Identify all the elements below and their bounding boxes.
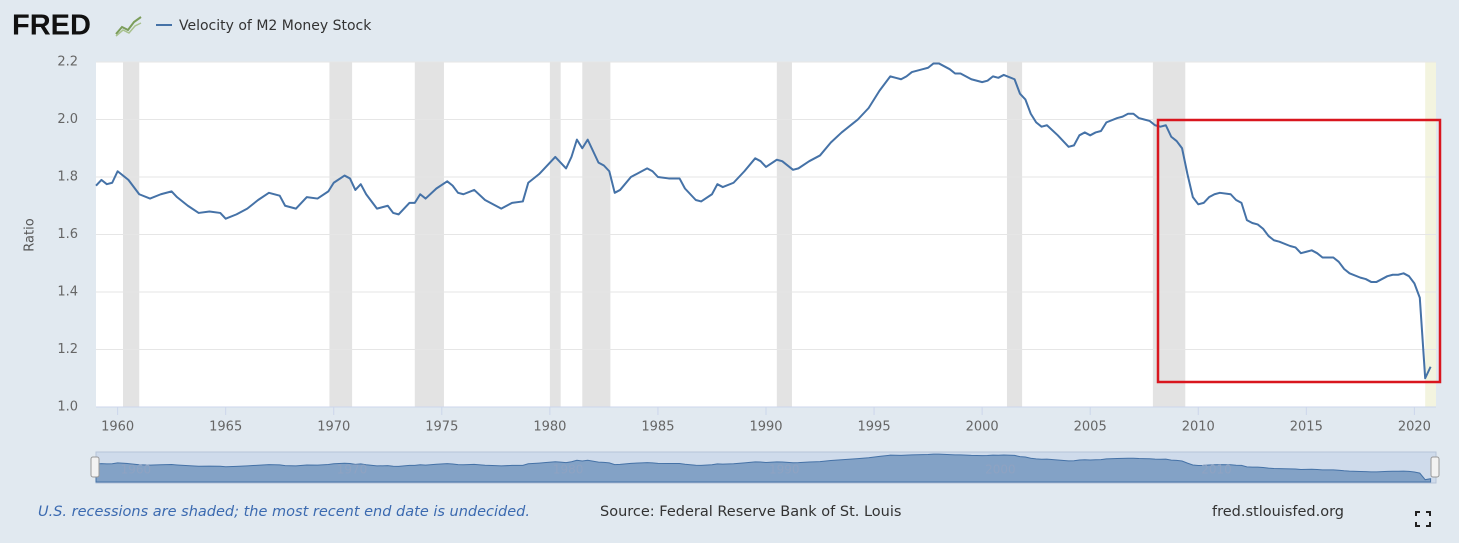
navigator-tick-label: 1990 [769, 463, 800, 477]
x-tick-label: 2000 [966, 420, 999, 435]
navigator-handle[interactable] [90, 456, 100, 478]
x-tick-label: 1985 [641, 420, 674, 435]
series-line [95, 62, 1432, 380]
fullscreen-icon[interactable] [1415, 511, 1431, 527]
x-tick-label: 1975 [425, 420, 458, 435]
logo-icon [114, 14, 142, 37]
x-tick-label: 2020 [1398, 420, 1431, 435]
y-tick-label: 1.8 [57, 170, 78, 185]
source: Source: Federal Reserve Bank of St. Loui… [600, 504, 901, 520]
navigator-tick-label: 2010 [1201, 463, 1232, 477]
navigator-tick-label: 2000 [985, 463, 1016, 477]
x-tick-label: 1980 [533, 420, 566, 435]
x-tick-label: 2015 [1290, 420, 1323, 435]
highlight-box [1156, 118, 1442, 384]
logo-icon-bg [114, 14, 142, 36]
navigator-tick-label: 1970 [337, 463, 368, 477]
navigator-tick-label: 1960 [121, 463, 152, 477]
x-tick-label: 1960 [101, 420, 134, 435]
x-tick-label: 1995 [858, 420, 891, 435]
navigator-area [95, 453, 1432, 483]
x-tick-label: 2010 [1182, 420, 1215, 435]
y-axis-label: Ratio [23, 218, 38, 251]
footnote: U.S. recessions are shaded; the most rec… [38, 504, 530, 520]
x-tick-label: 2005 [1074, 420, 1107, 435]
legend-label[interactable]: Velocity of M2 Money Stock [179, 18, 372, 34]
x-tick-label: 1965 [209, 420, 242, 435]
logo[interactable]: FRED [12, 10, 91, 42]
navigator-handle[interactable] [1430, 456, 1440, 478]
navigator-tick-label: 1980 [553, 463, 584, 477]
y-tick-label: 2.2 [57, 55, 78, 70]
y-tick-label: 1.2 [57, 342, 78, 357]
x-tick-label: 1970 [317, 420, 350, 435]
y-tick-label: 1.4 [57, 285, 78, 300]
x-tick-label: 1990 [749, 420, 782, 435]
logo-icon-line [115, 16, 142, 35]
fullscreen-icon-path [1415, 511, 1431, 527]
y-tick-label: 2.0 [57, 112, 78, 127]
y-tick-label: 1.0 [57, 400, 78, 415]
y-tick-label: 1.6 [57, 227, 78, 242]
site-url[interactable]: fred.stlouisfed.org [1212, 504, 1344, 520]
logo-icon-line [115, 22, 142, 37]
